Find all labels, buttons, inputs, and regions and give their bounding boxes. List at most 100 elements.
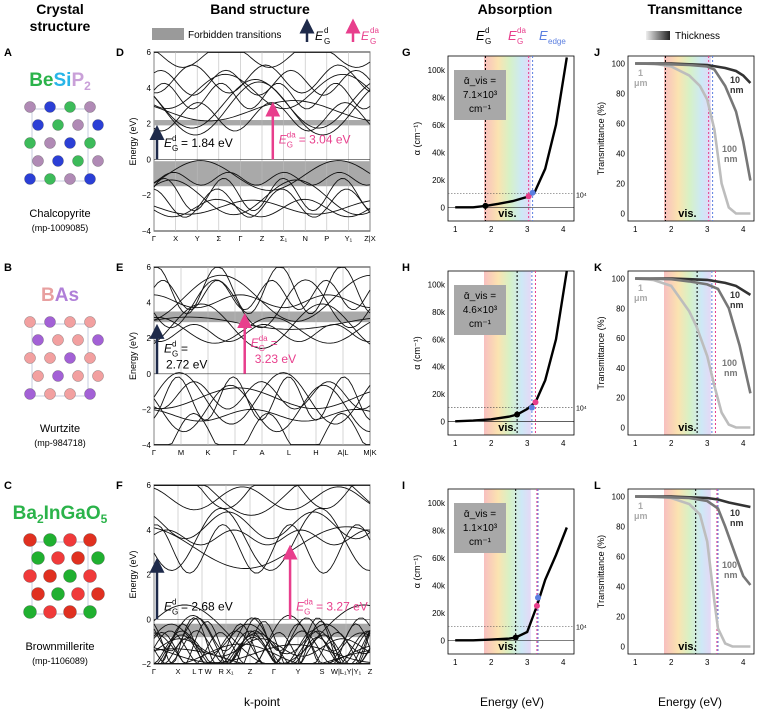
eg-d-symbol: E bbox=[164, 341, 173, 355]
thickness-100nm-unit: nm bbox=[724, 570, 738, 580]
atom bbox=[44, 137, 56, 149]
kpoint-label: Γ bbox=[152, 448, 156, 457]
band-line bbox=[154, 524, 371, 574]
thickness-10nm: 10 bbox=[730, 290, 740, 300]
abs-ytick: 0 bbox=[441, 417, 446, 426]
atom bbox=[84, 316, 96, 328]
atom bbox=[64, 388, 76, 400]
atom bbox=[64, 352, 76, 364]
band-line bbox=[153, 78, 371, 129]
atom bbox=[32, 370, 44, 382]
eg-d-value: = 2.68 eV bbox=[181, 599, 233, 613]
abs-ytick: 20k bbox=[432, 609, 446, 618]
alpha-text: 1.1×10³ bbox=[463, 523, 498, 534]
visible-region bbox=[664, 56, 711, 221]
kpoint-label: S bbox=[319, 667, 324, 676]
abs-frame bbox=[447, 55, 575, 222]
band-line bbox=[153, 316, 371, 330]
svg-text:E: E bbox=[315, 29, 324, 43]
band-line bbox=[153, 387, 371, 410]
trans-ytick: 40 bbox=[616, 150, 625, 159]
band-ytick: 6 bbox=[147, 48, 152, 57]
trans-xtick: 4 bbox=[741, 439, 746, 448]
kpoint-label: W|L₁Y|Y₁ bbox=[331, 667, 362, 676]
trans-frame bbox=[627, 55, 755, 222]
atom bbox=[63, 605, 77, 619]
eg-da-symbol: E bbox=[279, 132, 288, 146]
kpoint-label: Γ bbox=[233, 448, 237, 457]
eg-da-point bbox=[525, 193, 532, 200]
band-line bbox=[153, 81, 371, 136]
band-legend: Forbidden transitions E G d E G da bbox=[152, 18, 379, 46]
trans-xtick: 1 bbox=[633, 225, 638, 234]
alpha-box bbox=[454, 70, 506, 120]
eg-da-value: = bbox=[271, 336, 278, 350]
atom bbox=[32, 334, 44, 346]
atom bbox=[24, 137, 36, 149]
atom bbox=[83, 605, 97, 619]
band-ytick: 2 bbox=[147, 120, 152, 129]
eg-da-symbol: E bbox=[296, 599, 305, 613]
header-crystal-2: structure bbox=[30, 18, 91, 34]
panel-letter-F: F bbox=[116, 480, 123, 492]
band-line bbox=[153, 171, 371, 186]
e-edge-point bbox=[528, 404, 535, 411]
kpoint-label: Y bbox=[195, 234, 200, 243]
trans-ytick: 60 bbox=[616, 553, 625, 562]
thickness-1um: 1 bbox=[638, 501, 643, 511]
panel-letter-D: D bbox=[116, 47, 124, 59]
thickness-10nm-unit: nm bbox=[730, 518, 744, 528]
svg-text:G: G bbox=[324, 37, 330, 46]
band-line bbox=[154, 412, 370, 446]
mp-id-C: (mp-1106089) bbox=[32, 656, 88, 666]
thickness-10nm-unit: nm bbox=[730, 300, 744, 310]
kpoint-label: Z bbox=[248, 667, 253, 676]
band-ytick: −4 bbox=[142, 441, 152, 450]
vis-label: vis. bbox=[678, 208, 696, 220]
vis-label: vis. bbox=[498, 641, 516, 653]
band-line bbox=[153, 316, 371, 344]
structure-name-C: Brownmillerite bbox=[25, 641, 94, 653]
atom bbox=[31, 587, 45, 601]
thickness-1um: 1 bbox=[638, 68, 643, 78]
svg-text:G: G bbox=[517, 37, 523, 46]
abs-xtick: 3 bbox=[525, 658, 530, 667]
thickness-10nm-unit: nm bbox=[730, 85, 744, 95]
abs-ytick: 60k bbox=[432, 121, 446, 130]
atom bbox=[84, 173, 96, 185]
thickness-label: Thickness bbox=[675, 31, 720, 42]
thickness-1um-unit: μm bbox=[634, 511, 648, 521]
atom bbox=[64, 173, 76, 185]
eg-d-point bbox=[482, 202, 489, 209]
eg-d-sub: G bbox=[172, 349, 178, 358]
alpha-text: ᾱ_vis = bbox=[464, 291, 496, 302]
abs-ytick: 40k bbox=[432, 148, 446, 157]
trans-xtick: 3 bbox=[705, 439, 710, 448]
kpoint-label: Z|X bbox=[364, 234, 376, 243]
kpoint-label: M bbox=[178, 448, 184, 457]
eg-da-point bbox=[532, 399, 539, 406]
absorption-curve bbox=[455, 57, 568, 209]
e-edge-point bbox=[535, 594, 541, 601]
svg-text:E: E bbox=[539, 28, 548, 43]
atom bbox=[83, 569, 97, 583]
panel-letter-G: G bbox=[402, 47, 411, 59]
trans-ytick: 80 bbox=[616, 304, 625, 313]
atom bbox=[71, 587, 85, 601]
thickness-1um: 1 bbox=[638, 283, 643, 293]
band-line bbox=[153, 73, 371, 110]
band-ytick: 6 bbox=[147, 481, 152, 490]
atom bbox=[84, 388, 96, 400]
svg-text:d: d bbox=[485, 26, 489, 35]
kpoint-label: P bbox=[324, 234, 329, 243]
header-transmittance: Transmittance bbox=[648, 1, 743, 17]
eg-d-sub: G bbox=[172, 144, 178, 153]
band-ytick: 0 bbox=[147, 615, 152, 624]
thickness-100nm-unit: nm bbox=[724, 368, 738, 378]
eg-d-value: = bbox=[181, 341, 188, 355]
band-ylabel: Energy (eV) bbox=[128, 550, 138, 598]
atom bbox=[84, 352, 96, 364]
atom bbox=[64, 137, 76, 149]
crystal-structure-A bbox=[24, 101, 104, 185]
trans-ytick: 60 bbox=[616, 120, 625, 129]
